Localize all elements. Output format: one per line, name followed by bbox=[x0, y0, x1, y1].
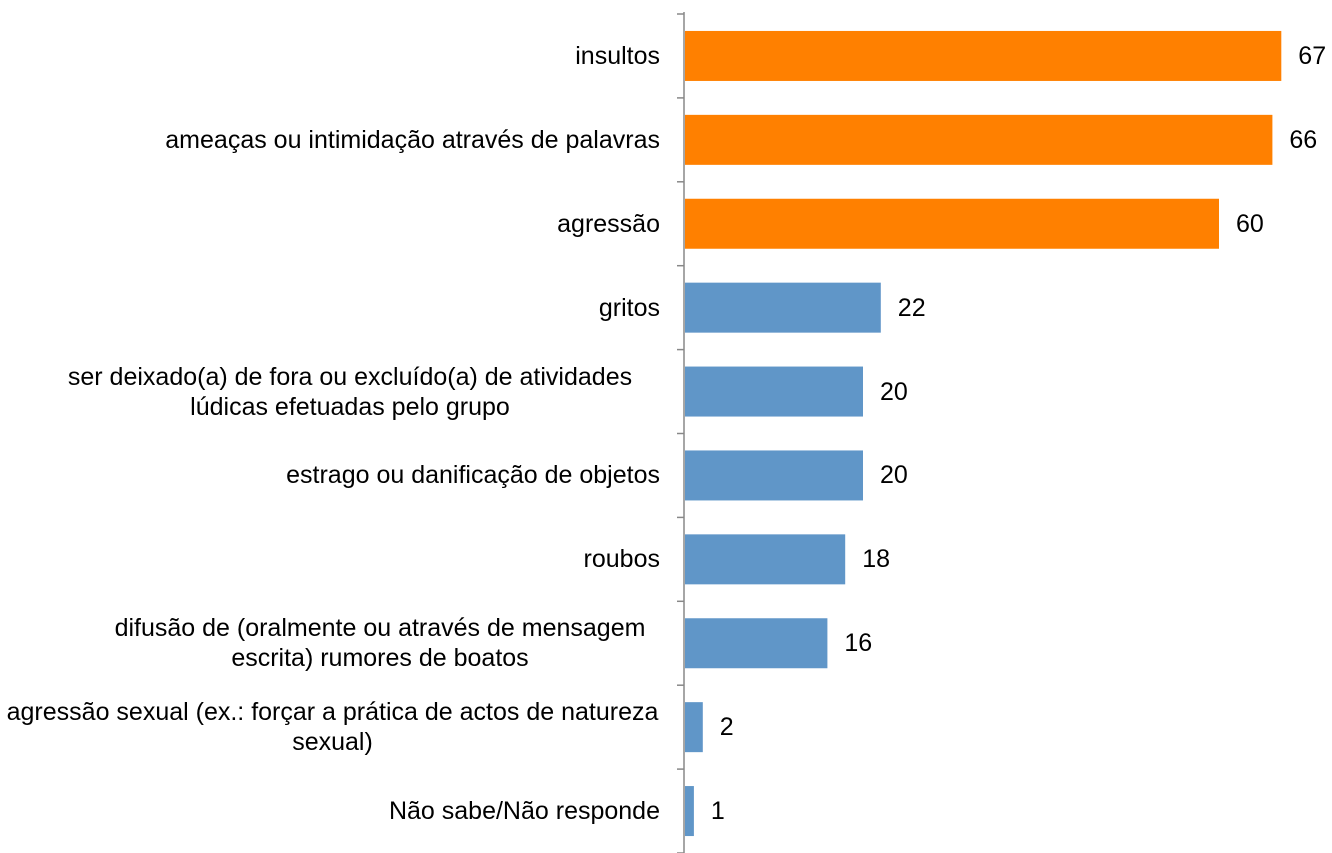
bar bbox=[685, 618, 828, 669]
category-label: ameaças ou intimidação através de palavr… bbox=[165, 125, 660, 154]
category-label: difusão de (oralmente ou através de mens… bbox=[114, 614, 646, 673]
value-label: 20 bbox=[880, 461, 908, 490]
value-label: 67 bbox=[1298, 41, 1327, 70]
bar bbox=[685, 114, 1273, 165]
value-label: 20 bbox=[880, 377, 908, 406]
value-label: 16 bbox=[844, 629, 873, 658]
bar bbox=[685, 198, 1219, 249]
value-label: 1 bbox=[710, 797, 725, 826]
bar bbox=[685, 786, 694, 837]
category-label: estrago ou danificação de objetos bbox=[286, 461, 660, 490]
bar bbox=[685, 534, 846, 585]
bar bbox=[685, 450, 863, 501]
category-label: agressão bbox=[557, 209, 660, 238]
bar bbox=[685, 702, 703, 753]
bar bbox=[685, 30, 1282, 81]
category-label: insultos bbox=[575, 41, 660, 70]
category-label: Não sabe/Não responde bbox=[388, 797, 660, 826]
value-label: 66 bbox=[1289, 125, 1318, 154]
bar bbox=[685, 366, 863, 417]
category-label: gritos bbox=[598, 293, 660, 322]
bar bbox=[685, 282, 881, 333]
category-label: agressão sexual (ex.: forçar a prática d… bbox=[6, 698, 659, 757]
value-label: 18 bbox=[862, 545, 890, 574]
category-label: roubos bbox=[583, 545, 660, 574]
value-label: 2 bbox=[719, 713, 734, 742]
category-label: ser deixado(a) de fora ou excluído(a) de… bbox=[67, 362, 633, 421]
value-label: 60 bbox=[1236, 209, 1264, 238]
value-label: 22 bbox=[897, 293, 926, 322]
